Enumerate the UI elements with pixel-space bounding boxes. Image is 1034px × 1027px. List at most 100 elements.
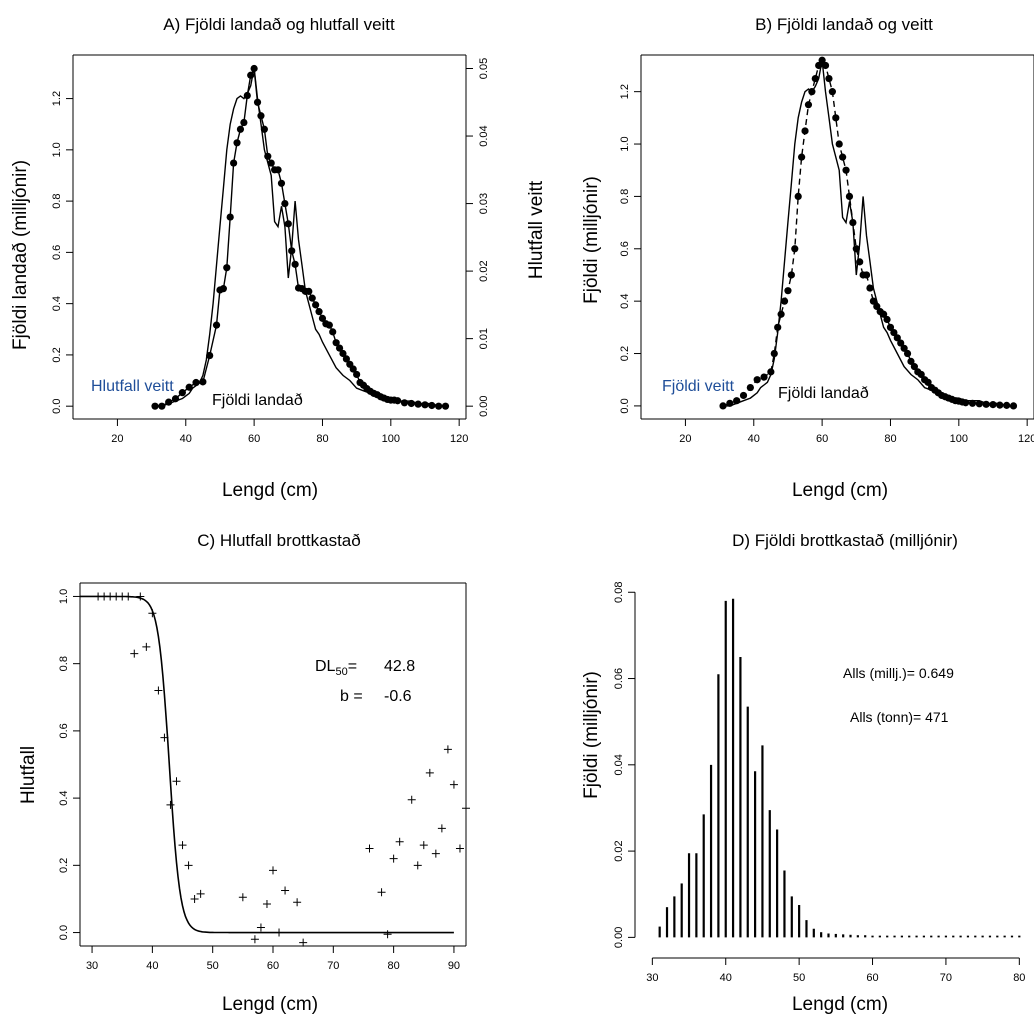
- panel-a-ytick-label-right-0.04: 0.04: [478, 125, 490, 146]
- panel-c-xtick-label-30: 30: [86, 960, 98, 972]
- panel-c-point-30: [389, 854, 398, 863]
- panel-a-point-hlutfall-veitt-66: [421, 401, 429, 409]
- panel-a-point-hlutfall-veitt-43: [329, 328, 337, 336]
- panel-a-point-hlutfall-veitt-27: [274, 166, 282, 174]
- panel-c-point-22: [269, 866, 277, 875]
- panel-b-ytick-label-left-0.2: 0.2: [619, 346, 631, 361]
- panel-c-point-36: [431, 849, 440, 858]
- panel-b-ytick-label-left-0.8: 0.8: [619, 189, 631, 204]
- panel-b-point-fjoldi-veitt-67: [982, 400, 990, 408]
- panel-b-point-fjoldi-veitt-10: [777, 310, 785, 318]
- panel-b-xtick-label-100: 100: [950, 433, 968, 445]
- panel-a-ytick-label-right-0.03: 0.03: [478, 193, 490, 214]
- panel-c-point-6: [130, 649, 139, 658]
- panel-b-point-fjoldi-veitt-36: [866, 284, 874, 292]
- panel-a-point-hlutfall-veitt-7: [199, 378, 207, 386]
- panel-a-xtick-label-120: 120: [450, 433, 468, 445]
- panel-d-ytick-label-left-0.02: 0.02: [613, 840, 625, 861]
- panel-a-ytick-label-left-0.4: 0.4: [51, 296, 63, 311]
- panel-c-ytick-label-left-0.4: 0.4: [58, 790, 70, 805]
- panel-b-point-fjoldi-veitt-47: [903, 349, 912, 358]
- panel-b-point-fjoldi-veitt-21: [815, 61, 823, 70]
- panel-b-ylabel: Fjöldi (milljónir): [581, 176, 602, 304]
- panel-d-ytick-label-left-0: 0.00: [613, 927, 625, 948]
- panel-c-fit-curve: [80, 595, 454, 934]
- panel-c-point-17: [196, 889, 205, 898]
- panel-d-ytick-label-left-0.06: 0.06: [613, 668, 625, 689]
- panel-a-point-hlutfall-veitt-29: [281, 199, 289, 208]
- panel-b-point-fjoldi-veitt-48: [907, 357, 915, 365]
- panel-a-ylabel-right: Hlutfall veitt: [526, 180, 547, 279]
- panel-a-annotation-hlutfall-veitt: Hlutfall veitt: [91, 378, 174, 395]
- panel-c-ytick-label-left-0: 0.0: [58, 925, 70, 940]
- panel-a-point-hlutfall-veitt-17: [240, 118, 248, 127]
- panel-b-xtick-label-80: 80: [884, 433, 896, 445]
- panel-a-point-hlutfall-veitt-62: [394, 397, 402, 405]
- panel-b-point-fjoldi-veitt-12: [784, 287, 792, 295]
- panel-a-point-hlutfall-veitt-36: [305, 287, 313, 295]
- panel-c-point-5: [124, 592, 133, 601]
- panel-c-point-23: [275, 928, 284, 937]
- panel-c-point-20: [256, 923, 265, 932]
- panel-a-point-hlutfall-veitt-20: [250, 64, 258, 73]
- panel-b-point-fjoldi-veitt-44: [893, 334, 901, 342]
- panel-b-point-fjoldi-veitt-68: [989, 400, 997, 409]
- panel-b-point-fjoldi-veitt-32: [852, 245, 860, 253]
- panel-b-point-fjoldi-veitt-31: [849, 218, 857, 227]
- panel-c-b-annotation: b = -0.6: [340, 688, 412, 705]
- panel-a-point-hlutfall-veitt-50: [353, 370, 361, 379]
- panel-b-ytick-label-left-0.6: 0.6: [619, 241, 631, 256]
- panel-b-xlabel: Lengd (cm): [792, 480, 888, 501]
- panel-b-point-fjoldi-veitt-43: [890, 328, 898, 337]
- panel-c-point-41: [462, 804, 470, 813]
- panel-a-point-hlutfall-veitt-19: [247, 71, 255, 79]
- panel-a: A) Fjöldi landað og hlutfall veitt Lengd…: [10, 15, 547, 501]
- panel-a-point-hlutfall-veitt-23: [260, 125, 268, 133]
- panel-a-point-hlutfall-veitt-22: [257, 112, 265, 120]
- panel-b-point-fjoldi-veitt-17: [801, 127, 809, 135]
- panel-c-dl50-subscript: 50: [335, 666, 347, 678]
- panel-b-point-fjoldi-veitt-33: [856, 258, 864, 266]
- panel-b-point-fjoldi-veitt-13: [787, 271, 795, 279]
- panel-d-ylabel: Fjöldi (milljónir): [581, 671, 602, 799]
- panel-c-point-7: [136, 592, 145, 601]
- panel-c-ytick-label-left-1: 1.0: [58, 589, 70, 604]
- panel-a-point-hlutfall-veitt-37: [308, 294, 316, 302]
- panel-a-point-hlutfall-veitt-31: [288, 247, 296, 255]
- panel-c-point-38: [443, 745, 452, 754]
- panel-b: B) Fjöldi landað og veitt Lengd (cm) Fjö…: [581, 15, 1034, 501]
- panel-c-point-9: [148, 609, 157, 618]
- panel-b-point-fjoldi-veitt-23: [821, 61, 830, 70]
- panel-b-point-fjoldi-veitt-20: [811, 74, 819, 83]
- panel-b-point-fjoldi-veitt-53: [924, 378, 932, 386]
- panel-d-annotation-total-millions: Alls (millj.)= 0.649: [843, 665, 954, 681]
- panel-a-point-hlutfall-veitt-44: [332, 339, 340, 347]
- panel-c-title: C) Hlutfall brottkastað: [197, 531, 360, 550]
- panel-a-point-hlutfall-veitt-18: [243, 91, 251, 100]
- panel-c-point-13: [172, 777, 181, 786]
- panel-a-point-hlutfall-veitt-42: [325, 321, 333, 329]
- panel-b-point-fjoldi-veitt-49: [910, 363, 918, 371]
- panel-c-xtick-label-70: 70: [327, 960, 339, 972]
- panel-a-point-hlutfall-veitt-46: [339, 349, 347, 358]
- panel-b-point-fjoldi-veitt-4: [746, 383, 754, 392]
- panel-b-point-fjoldi-veitt-42: [886, 323, 895, 331]
- panel-d-xtick-label-70: 70: [940, 972, 952, 984]
- panel-d-xtick-label-50: 50: [793, 972, 805, 984]
- panel-c-point-25: [293, 898, 302, 907]
- panel-b-point-fjoldi-veitt-28: [839, 153, 847, 161]
- panel-a-point-hlutfall-veitt-13: [226, 213, 234, 221]
- panel-c-point-11: [160, 733, 169, 742]
- panel-c-point-15: [184, 861, 193, 870]
- panel-b-point-fjoldi-veitt-7: [767, 368, 775, 376]
- panel-a-point-hlutfall-veitt-28: [277, 179, 286, 187]
- panel-b-point-fjoldi-veitt-9: [774, 323, 782, 331]
- panel-b-point-fjoldi-veitt-27: [835, 140, 843, 148]
- panel-c-ylabel: Hlutfall: [18, 746, 39, 804]
- panel-a-point-hlutfall-veitt-6: [192, 378, 200, 387]
- panel-b-point-fjoldi-veitt-64: [962, 399, 970, 407]
- panel-a-xtick-label-80: 80: [316, 433, 328, 445]
- panel-a-point-hlutfall-veitt-65: [414, 400, 422, 408]
- panel-c-point-28: [377, 888, 386, 897]
- panel-a-xtick-label-40: 40: [180, 433, 192, 445]
